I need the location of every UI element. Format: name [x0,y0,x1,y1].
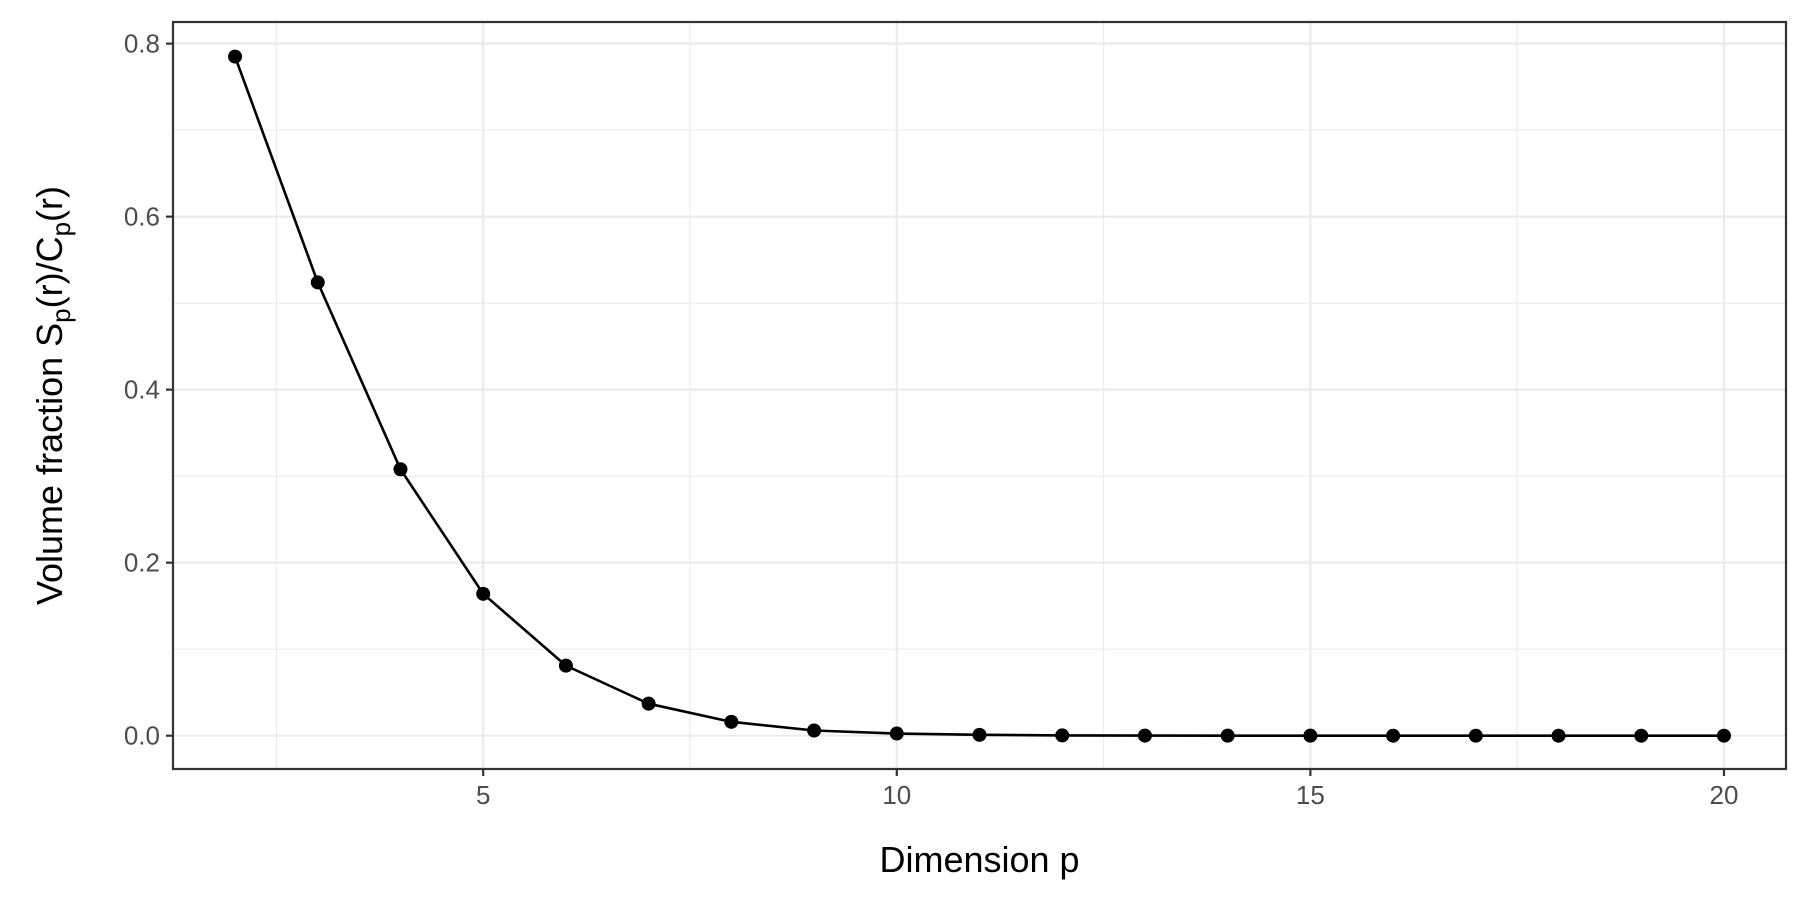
y-axis-title-part: (r)/C [29,236,70,308]
y-axis-title-part: Volume fraction S [29,323,70,605]
x-tick-label: 5 [476,780,490,810]
data-point [641,696,656,711]
data-point [889,726,904,741]
data-point [310,275,325,290]
x-tick-label: 10 [882,780,911,810]
data-point [558,658,573,673]
data-point [1634,728,1649,743]
x-axis-title: Dimension p [879,839,1079,880]
y-tick-label: 0.2 [124,548,160,578]
data-point [1386,728,1401,743]
y-tick-label: 0.6 [124,202,160,232]
data-point [1055,728,1070,743]
y-axis-title-subscript: p [46,222,76,236]
data-point [724,714,739,729]
y-axis-title-subscript: p [46,308,76,322]
data-point [1551,728,1566,743]
panel-border [171,20,1788,771]
data-point [1137,728,1152,743]
data-point [1303,728,1318,743]
y-axis-title: Volume fraction Sp(r)/Cp(r) [29,186,76,605]
data-point [1468,728,1483,743]
y-tick-label: 0.8 [124,29,160,59]
data-point [807,723,822,738]
data-point [1220,728,1235,743]
y-tick-label: 0.0 [124,721,160,751]
data-point [1716,728,1731,743]
data-point [228,49,243,64]
axes: 5 10 15 20 0.0 0.2 0.4 0.6 0.8 [124,29,1739,810]
data-point [972,727,987,742]
data-points [228,49,1731,743]
y-axis-title-part: (r) [29,186,70,222]
y-tick-label: 0.4 [124,375,160,405]
x-tick-label: 15 [1296,780,1325,810]
data-point [393,462,408,477]
data-point [476,586,491,601]
x-tick-label: 20 [1710,780,1739,810]
